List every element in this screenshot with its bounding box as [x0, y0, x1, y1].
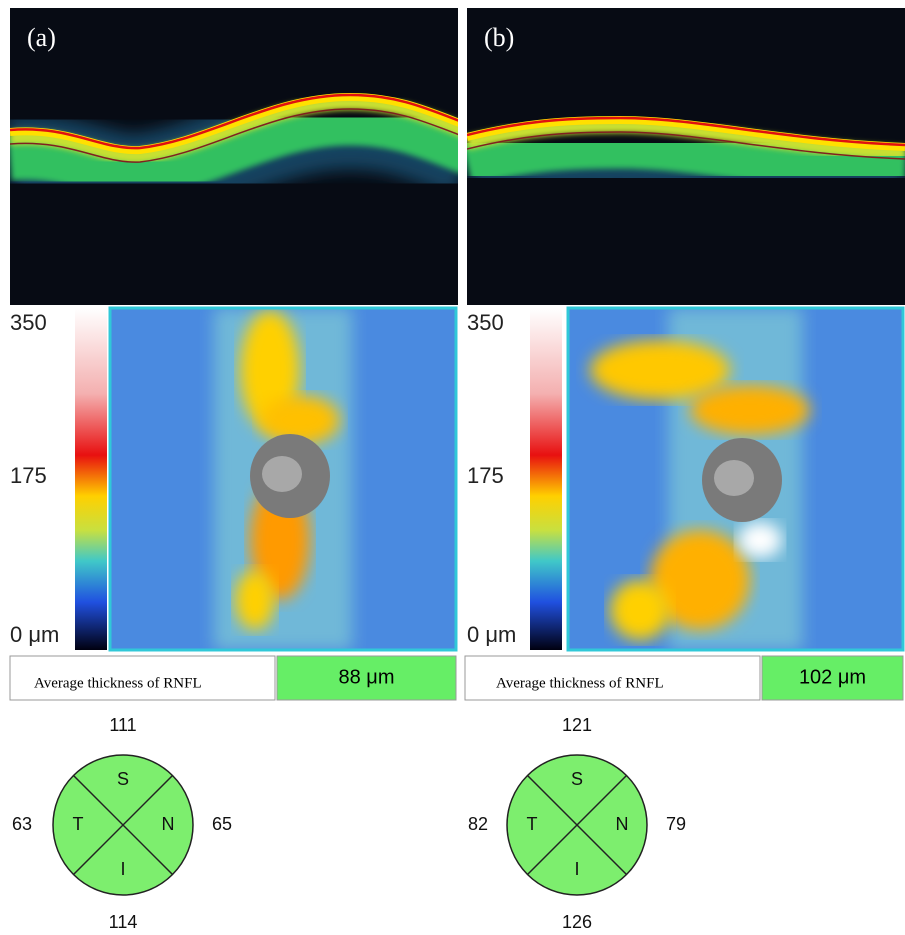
quadrant-value: 126 — [562, 912, 592, 932]
map-region — [610, 580, 670, 640]
quadrant-letter: I — [574, 859, 579, 879]
panel-label: (a) — [27, 23, 56, 52]
quadrant-value: 79 — [666, 814, 686, 834]
oct-layers — [467, 118, 905, 175]
quadrant-letter: S — [571, 769, 583, 789]
quadrant-value: 114 — [109, 912, 138, 932]
quadrant-value: 82 — [468, 814, 488, 834]
oct-scan — [467, 8, 905, 305]
color-scale — [75, 308, 107, 650]
optic-cup — [262, 456, 302, 492]
quadrant-letter: N — [162, 814, 175, 834]
thickness-map — [568, 308, 903, 650]
average-value: 102 μm — [799, 666, 866, 688]
quadrant-letter: S — [117, 769, 129, 789]
map-region — [590, 340, 730, 400]
map-region — [235, 570, 275, 630]
figure: (a) 350 175 0 μm Average thickness of RNFL 88… — [0, 0, 905, 935]
quadrant-value: 63 — [12, 814, 32, 834]
map-region — [690, 385, 810, 435]
scale-min: 0 μm — [10, 622, 59, 647]
quadrant-letter: T — [73, 814, 84, 834]
oct-scan — [10, 8, 470, 305]
optic-cup — [714, 460, 754, 496]
scale-max: 350 — [467, 310, 504, 335]
quadrant-letter: T — [527, 814, 538, 834]
thickness-map — [110, 308, 456, 650]
scale-max: 350 — [10, 310, 47, 335]
color-scale — [530, 308, 562, 650]
scale-mid: 175 — [10, 463, 47, 488]
average-value: 88 μm — [339, 666, 395, 688]
average-label: Average thickness of RNFL — [496, 675, 664, 691]
quadrant-value: 65 — [212, 814, 232, 834]
panel-label: (b) — [484, 23, 514, 52]
quadrant-value: 111 — [109, 715, 136, 735]
quadrant-letter: N — [616, 814, 629, 834]
map-region — [738, 522, 782, 558]
quadrant-letter: I — [120, 859, 125, 879]
average-label: Average thickness of RNFL — [34, 675, 202, 691]
scale-min: 0 μm — [467, 622, 516, 647]
scale-mid: 175 — [467, 463, 504, 488]
quadrant-value: 121 — [562, 715, 592, 735]
